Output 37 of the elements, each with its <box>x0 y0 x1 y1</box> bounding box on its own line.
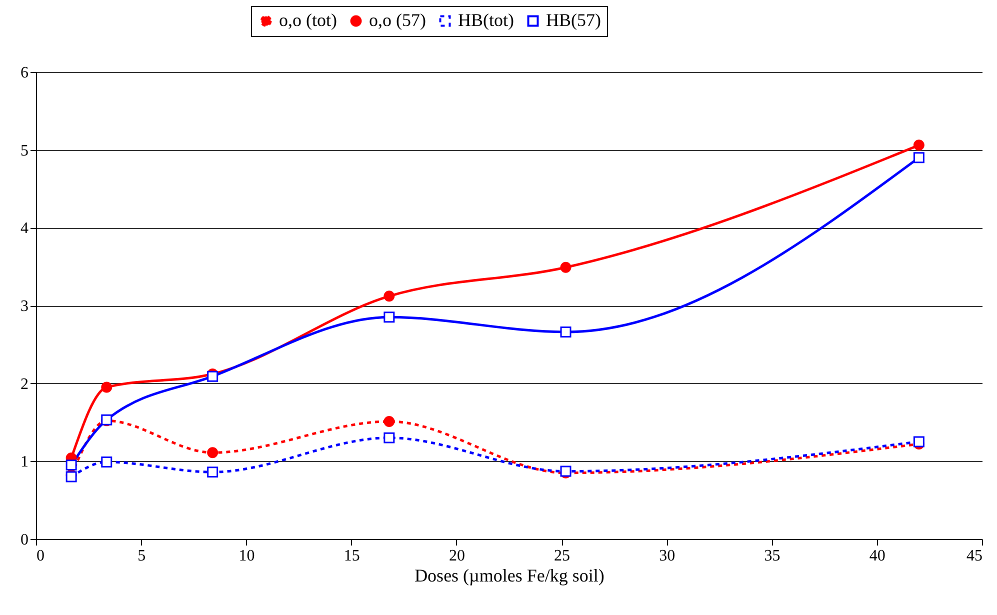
point <box>913 436 924 448</box>
x-tick-label: 0 <box>36 548 44 564</box>
point <box>384 432 395 444</box>
x-tick-label: 30 <box>659 548 676 564</box>
point <box>384 416 395 427</box>
x-tick-label: 35 <box>764 548 780 564</box>
point <box>560 326 572 338</box>
point <box>913 152 924 164</box>
point <box>913 140 924 151</box>
legend-label: o,o (57) <box>369 10 426 30</box>
x-tick-label: 10 <box>238 548 255 564</box>
point <box>207 370 218 382</box>
y-tick-label: 5 <box>20 142 28 160</box>
point <box>101 456 112 468</box>
x-axis-title: Doses (µmoles Fe/kg soil) <box>414 566 604 586</box>
x-tick-label: 45 <box>966 548 982 564</box>
point <box>207 447 218 458</box>
x-tick-label: 15 <box>344 548 360 564</box>
point <box>384 312 395 323</box>
legend-label: HB(tot) <box>458 10 514 30</box>
y-tick-label: 3 <box>20 298 28 315</box>
x-tick-label: 20 <box>448 548 465 564</box>
point <box>207 466 218 478</box>
point <box>384 290 395 302</box>
point <box>560 262 572 273</box>
x-tick-label: 25 <box>554 548 570 564</box>
y-tick-label: 6 <box>20 64 28 82</box>
y-tick-label: 2 <box>20 376 28 393</box>
y-tick-label: 0 <box>20 532 28 548</box>
point <box>101 382 112 393</box>
legend-label: o,o (tot) <box>279 10 337 30</box>
point <box>66 460 77 471</box>
legend-label: HB(57) <box>546 10 601 30</box>
x-tick-label: 5 <box>138 548 146 564</box>
y-tick-label: 4 <box>20 220 28 238</box>
x-tick-label: 40 <box>869 548 886 564</box>
y-tick-label: 1 <box>20 454 28 471</box>
